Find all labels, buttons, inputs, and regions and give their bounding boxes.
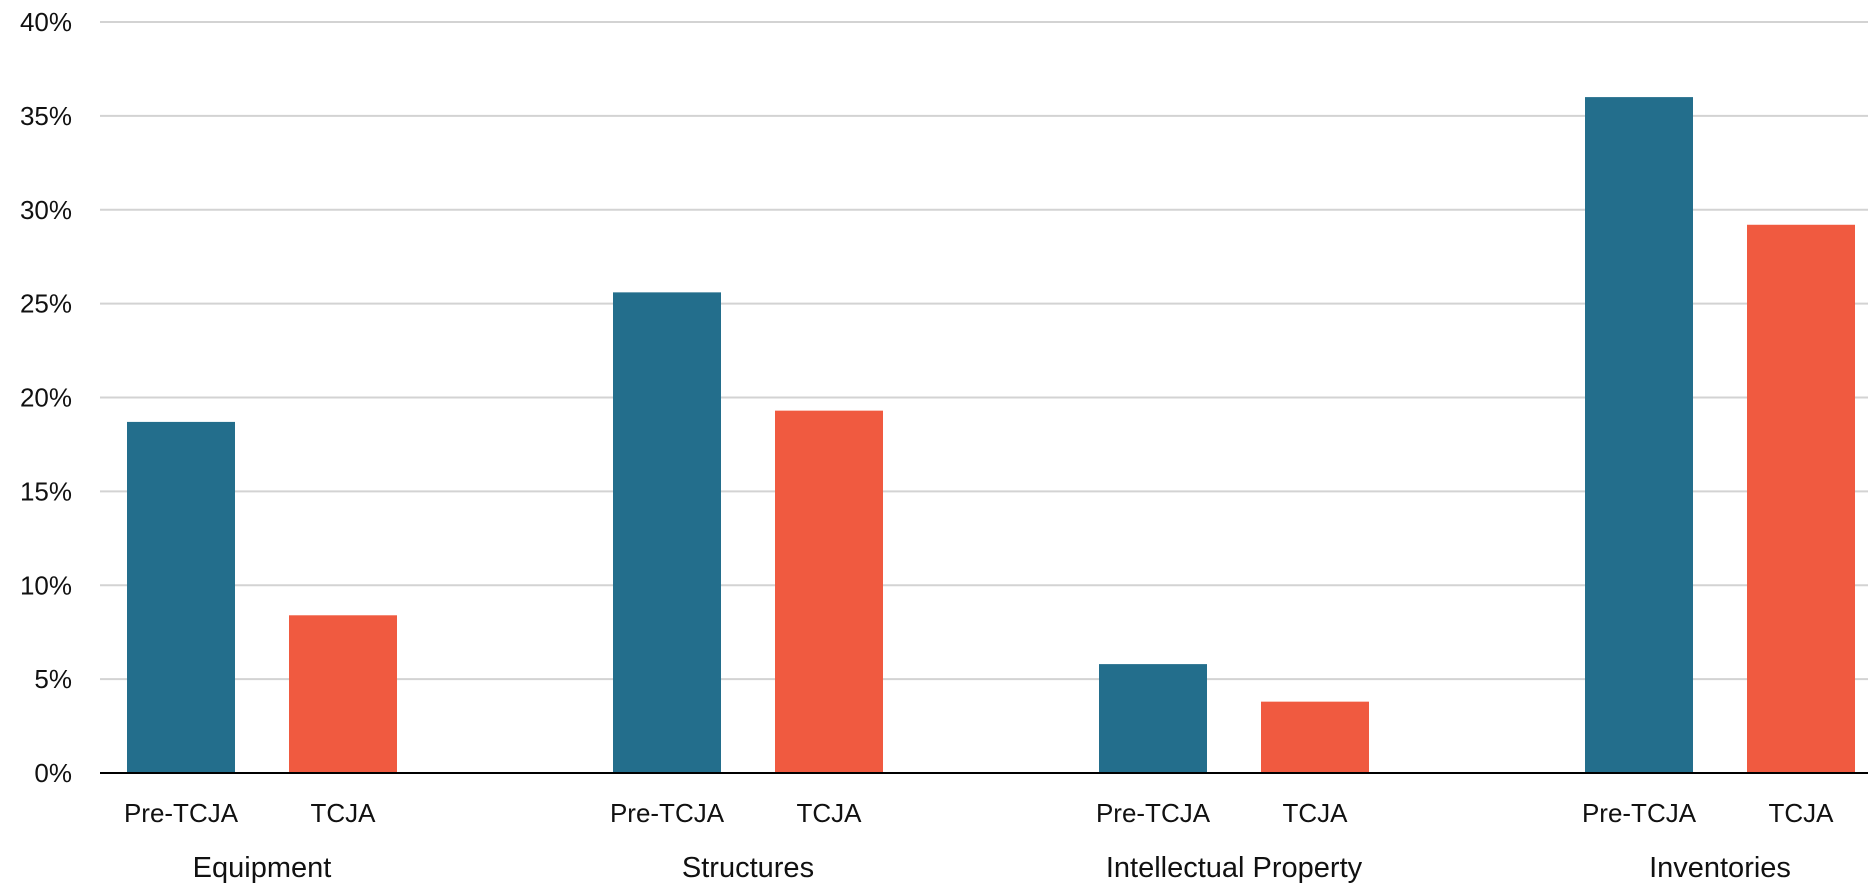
bar-series-label: TCJA xyxy=(311,798,377,828)
bar-series-label: TCJA xyxy=(797,798,863,828)
bar-series-label: Pre-TCJA xyxy=(610,798,725,828)
category-label: Equipment xyxy=(193,852,332,884)
bar-series-label: TCJA xyxy=(1283,798,1349,828)
y-tick-label: 30% xyxy=(20,195,72,225)
y-tick-label: 0% xyxy=(34,758,72,788)
y-axis-ticks: 0% 5% 10% 15% 20% 25% 30% 35% 40% xyxy=(20,7,72,788)
y-tick-label: 40% xyxy=(20,7,72,37)
bar-pre-tcja-equipment xyxy=(127,421,235,773)
x-axis-labels: Pre-TCJA TCJA Equipment Pre-TCJA TCJA Structu… xyxy=(124,798,1834,884)
y-tick-label: 35% xyxy=(20,101,72,131)
bar-series-label: Pre-TCJA xyxy=(1096,798,1211,828)
bar-series-label: Pre-TCJA xyxy=(1582,798,1697,828)
y-tick-label: 15% xyxy=(20,476,72,506)
y-tick-label: 20% xyxy=(20,383,72,413)
y-tick-label: 25% xyxy=(20,289,72,319)
category-label: Inventories xyxy=(1649,852,1791,884)
bar-series-label: Pre-TCJA xyxy=(124,798,239,828)
bar-series-label: TCJA xyxy=(1769,798,1835,828)
bar-pre-tcja-intellectual-property xyxy=(1099,664,1207,773)
y-tick-label: 5% xyxy=(34,664,72,694)
category-label: Structures xyxy=(682,852,814,884)
bar-tcja-inventories xyxy=(1747,224,1855,773)
bar-tcja-intellectual-property xyxy=(1261,701,1369,773)
bar-pre-tcja-inventories xyxy=(1585,97,1693,774)
bars xyxy=(127,97,1855,774)
bar-pre-tcja-structures xyxy=(613,292,721,773)
gridlines xyxy=(100,21,1868,681)
bar-tcja-structures xyxy=(775,410,883,773)
y-tick-label: 10% xyxy=(20,570,72,600)
category-label: Intellectual Property xyxy=(1106,852,1363,884)
bar-tcja-equipment xyxy=(289,615,397,773)
